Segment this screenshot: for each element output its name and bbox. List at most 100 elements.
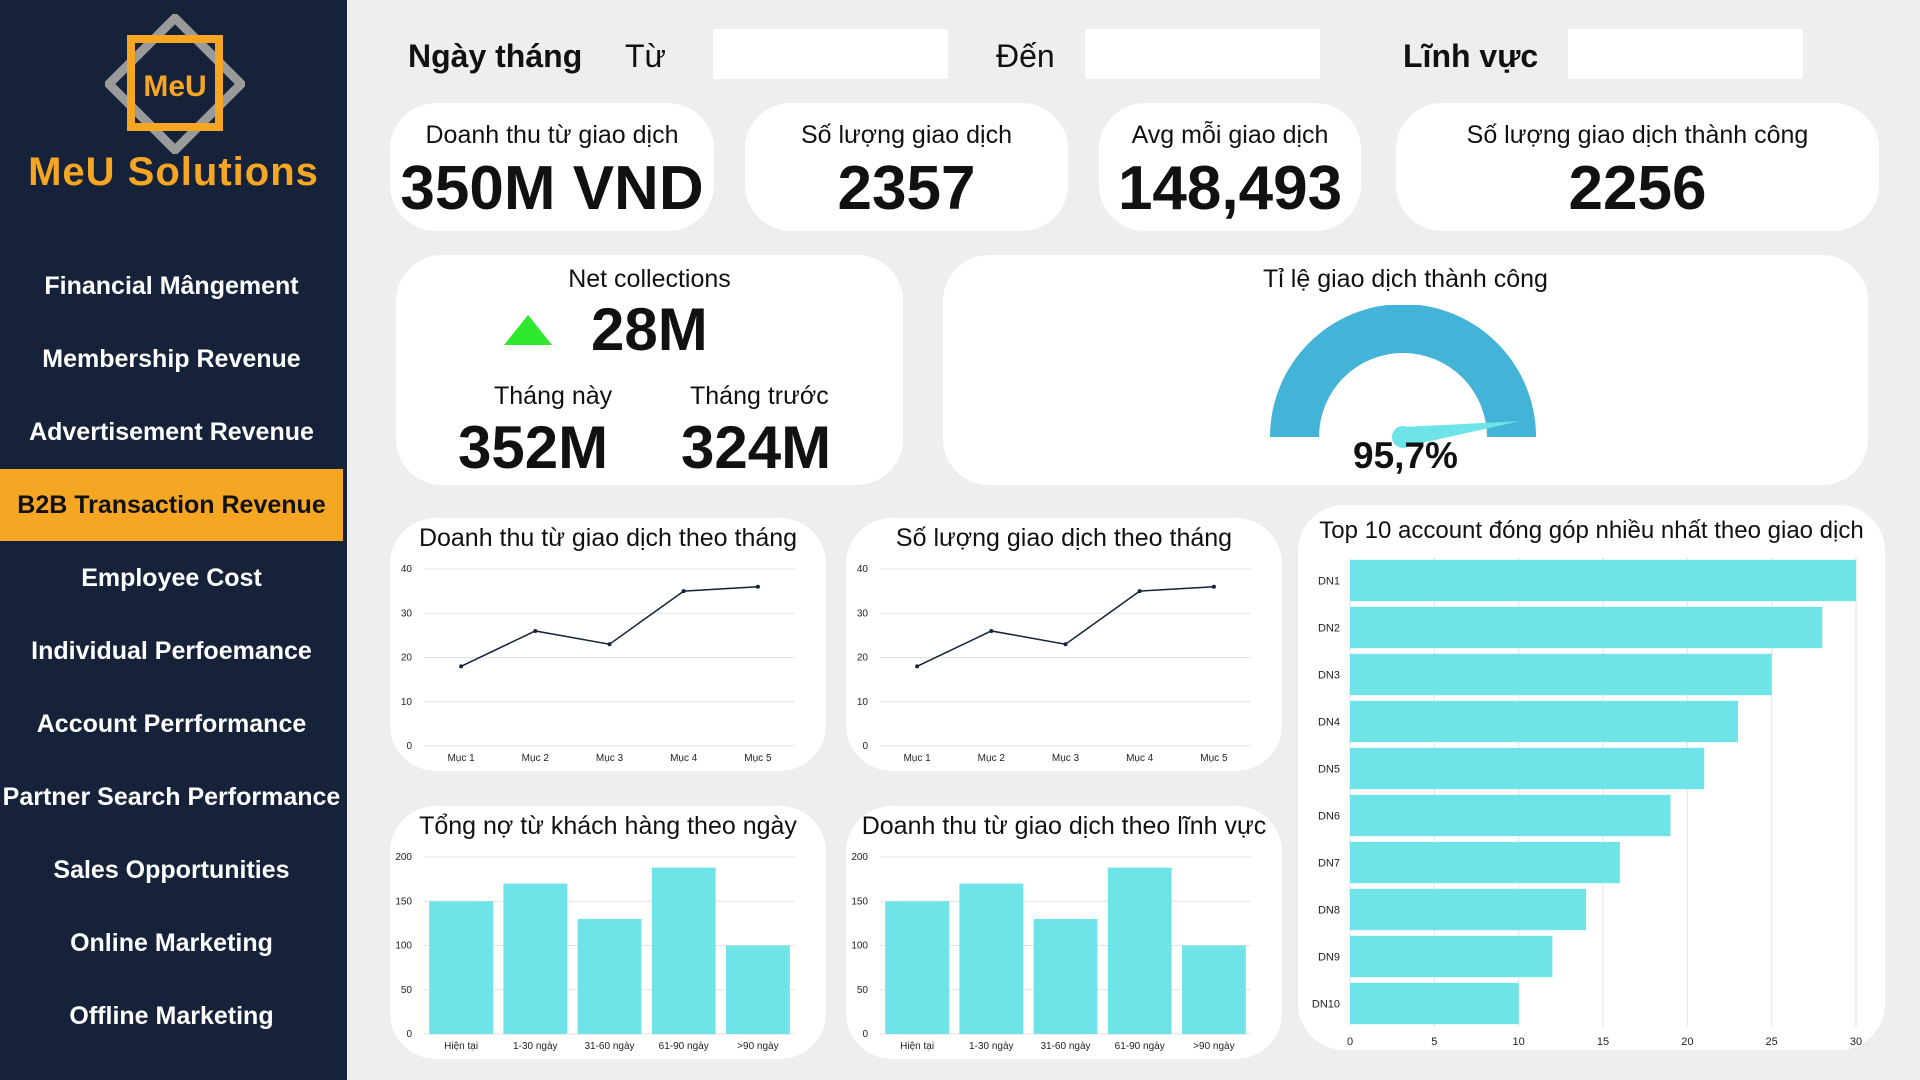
bar	[1350, 935, 1553, 978]
bar	[503, 883, 568, 1034]
revenue-by-month-chart: 0 10 20 30 40 Mục 1 Mục 2 Mục 3 Mục 4 Mục 5	[401, 564, 795, 764]
bar	[1350, 841, 1620, 884]
gauge-needle-shape	[1401, 421, 1520, 447]
to-date-input[interactable]	[1085, 29, 1320, 79]
y-tick-label: 40	[857, 564, 869, 575]
gauge-needle-hub	[1392, 426, 1414, 448]
x-tick-label: Mục 1	[903, 753, 931, 764]
x-tick-label: >90 ngày	[737, 1041, 778, 1052]
revenue-by-field-card: Doanh thu từ giao dịch theo lĩnh vực 0 50…	[846, 806, 1282, 1059]
data-point	[1211, 584, 1216, 589]
y-tick-label: 150	[851, 896, 868, 907]
x-tick-label: Hiện tại	[900, 1041, 934, 1052]
x-tick-label: 61-90 ngày	[1115, 1041, 1165, 1052]
series-line	[916, 585, 1214, 668]
transactions-by-month-chart: 0 10 20 30 40 Mục 1 Mục 2 Mục 3 Mục 4 Mục 5	[857, 564, 1251, 764]
gauge-needle	[1392, 421, 1520, 448]
field-filter-label: Lĩnh vực	[1403, 38, 1539, 74]
x-tick-label: Mục 4	[670, 753, 698, 764]
data-point	[755, 584, 760, 589]
x-tick-label: 61-90 ngày	[659, 1041, 709, 1052]
y-tick-label: 20	[857, 653, 869, 664]
field-input[interactable]	[1568, 29, 1803, 79]
kpi-success-card: Số lượng giao dịch thành công 2256	[1396, 103, 1879, 231]
last-month-value: 324M	[681, 414, 832, 481]
y-tick-label: DN1	[1318, 576, 1340, 588]
sidebar-item-offline-marketing[interactable]: Offline Marketing	[69, 1001, 274, 1030]
y-tick-label: 50	[401, 985, 413, 996]
debt-by-day-card: Tổng nợ từ khách hàng theo ngày 0 50 100 15…	[390, 806, 826, 1059]
y-tick-label: DN10	[1312, 999, 1340, 1011]
data-point	[915, 664, 920, 669]
y-tick-label: 0	[862, 1029, 868, 1040]
data-point	[533, 628, 538, 633]
y-tick-label: 150	[395, 896, 412, 907]
data-point	[1137, 589, 1142, 594]
bar	[1107, 867, 1172, 1034]
data-point	[681, 589, 686, 594]
y-tick-label: 100	[851, 941, 868, 952]
to-label: Đến	[996, 38, 1055, 74]
y-tick-label: DN7	[1318, 858, 1340, 870]
kpi-success-title: Số lượng giao dịch thành công	[1466, 121, 1809, 149]
x-tick-label: Mục 2	[978, 753, 1006, 764]
sidebar-item-b2b-transaction-revenue[interactable]: B2B Transaction Revenue	[0, 469, 343, 541]
x-tick-label: Mục 5	[1200, 753, 1228, 764]
kpi-count-title: Số lượng giao dịch	[800, 121, 1013, 149]
y-tick-label: 100	[395, 941, 412, 952]
kpi-avg-card: Avg mỗi giao dịch 148,493	[1099, 103, 1361, 231]
sidebar-item-individual-perfoemance[interactable]: Individual Perfoemance	[31, 636, 312, 665]
success-rate-card: Tỉ lệ giao dịch thành công 95,7%	[943, 255, 1868, 485]
y-tick-label: 200	[851, 852, 868, 863]
data-point	[1063, 642, 1068, 647]
bar	[1350, 888, 1587, 931]
x-tick-label: 10	[1513, 1036, 1525, 1048]
from-label: Từ	[625, 38, 666, 74]
y-tick-label: 0	[406, 741, 412, 752]
sidebar-item-financial-m-ngement[interactable]: Financial Mângement	[44, 271, 299, 300]
chart-title: Tổng nợ từ khách hàng theo ngày	[419, 812, 797, 840]
x-tick-label: 15	[1597, 1036, 1609, 1048]
chart-title: Số lượng giao dịch theo tháng	[895, 524, 1233, 552]
kpi-avg-title: Avg mỗi giao dịch	[1131, 121, 1329, 149]
bar	[1350, 747, 1705, 790]
bar	[959, 883, 1024, 1034]
this-month-label: Tháng này	[494, 382, 613, 410]
x-tick-label: 20	[1681, 1036, 1693, 1048]
sidebar-item-online-marketing[interactable]: Online Marketing	[70, 928, 273, 957]
y-tick-label: DN2	[1318, 623, 1340, 635]
date-filter-label: Ngày tháng	[408, 38, 583, 74]
success-rate-title: Tỉ lệ giao dịch thành công	[1263, 265, 1548, 293]
x-tick-label: 25	[1766, 1036, 1778, 1048]
kpi-revenue-title: Doanh thu từ giao dịch	[425, 121, 679, 149]
from-date-input[interactable]	[713, 29, 948, 79]
net-collections-card: Net collections 28M Tháng này 352M Tháng…	[396, 255, 903, 485]
success-rate-value: 95,7%	[1353, 435, 1458, 476]
bar	[1350, 794, 1671, 837]
meu-logo: MeU	[105, 14, 245, 154]
sidebar-item-account-perrformance[interactable]: Account Perrformance	[36, 709, 307, 738]
last-month-label: Tháng trước	[690, 382, 829, 410]
x-tick-label: >90 ngày	[1193, 1041, 1234, 1052]
sidebar-item-advertisement-revenue[interactable]: Advertisement Revenue	[29, 417, 314, 446]
x-tick-label: 1-30 ngày	[513, 1041, 557, 1052]
y-tick-label: DN6	[1318, 811, 1340, 823]
y-tick-label: 10	[857, 697, 869, 708]
x-tick-label: Mục 5	[744, 753, 772, 764]
sidebar-item-partner-search-performance[interactable]: Partner Search Performance	[2, 782, 341, 811]
x-tick-label: Mục 3	[596, 753, 624, 764]
top-accounts-card: Top 10 account đóng góp nhiều nhất theo …	[1298, 505, 1885, 1050]
bar	[577, 918, 642, 1034]
sidebar-item-membership-revenue[interactable]: Membership Revenue	[42, 344, 301, 373]
x-tick-label: 30	[1850, 1036, 1862, 1048]
y-tick-label: 200	[395, 852, 412, 863]
y-tick-label: 50	[857, 985, 869, 996]
brand-name: MeU Solutions	[28, 150, 319, 194]
x-tick-label: 5	[1431, 1036, 1437, 1048]
data-point	[989, 628, 994, 633]
this-month-value: 352M	[458, 414, 609, 481]
kpi-success-value: 2256	[1568, 154, 1707, 223]
sidebar-item-sales-opportunities[interactable]: Sales Opportunities	[53, 855, 290, 884]
sidebar-item-employee-cost[interactable]: Employee Cost	[81, 563, 262, 592]
top-accounts-chart: 0 5 10 15 20 25 30 DN1 DN2 DN3 DN4 DN5 DN6 DN7 DN8 DN9 D…	[1312, 557, 1862, 1048]
